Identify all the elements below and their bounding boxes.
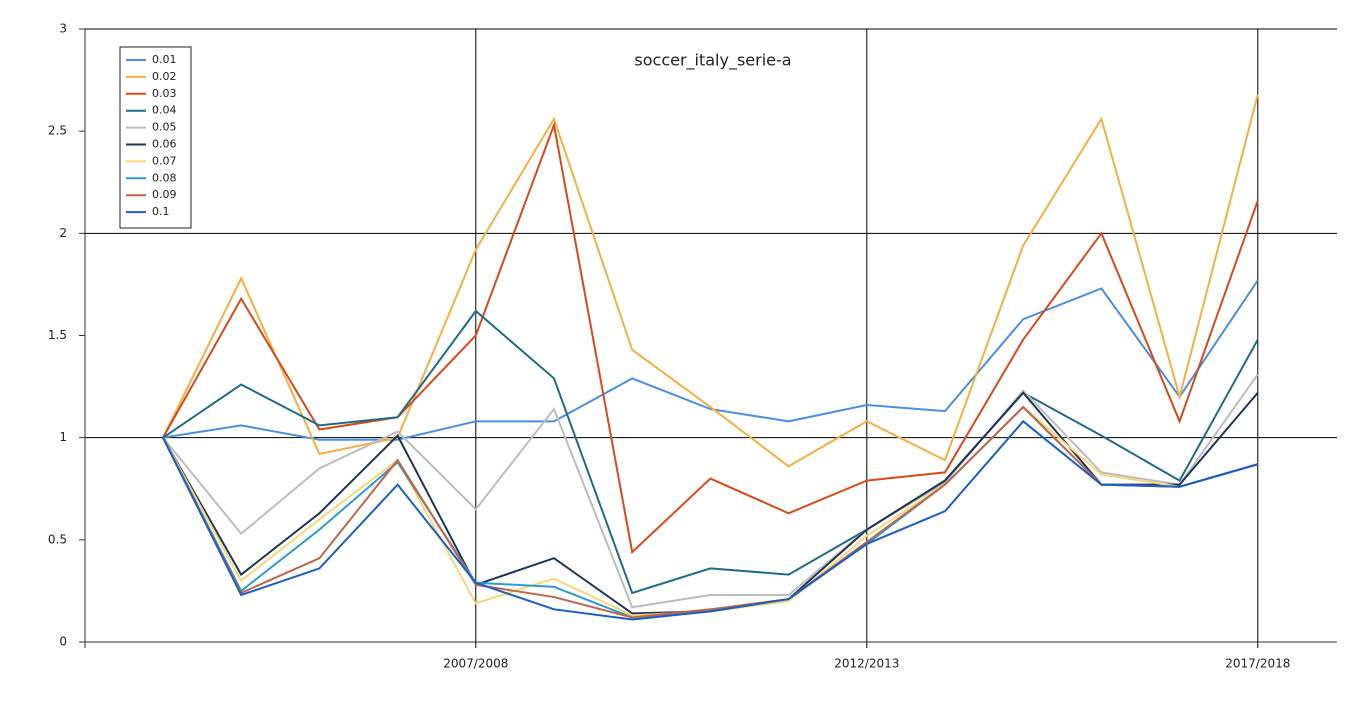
grid (85, 28, 1337, 648)
x-tick-label: 2012/2013 (834, 657, 899, 671)
legend-label: 0.1 (152, 205, 170, 218)
legend-box (119, 46, 192, 229)
legend-label: 0.04 (152, 104, 177, 117)
legend-label: 0.08 (152, 171, 177, 184)
legend-label: 0.06 (152, 138, 177, 151)
series-line (162, 391, 1259, 615)
series-line (162, 373, 1259, 609)
series-line (162, 94, 1259, 468)
y-tick-label: 2 (59, 226, 67, 240)
legend-label: 0.03 (152, 87, 177, 100)
y-tick-label: 2.5 (48, 124, 67, 138)
legend-label: 0.02 (152, 70, 177, 83)
x-tick-label: 2007/2008 (443, 657, 508, 671)
series-line (162, 419, 1259, 621)
legend-label: 0.05 (152, 121, 177, 134)
series-line (162, 309, 1259, 595)
legend-label: 0.07 (152, 154, 177, 167)
x-tick-label: 2017/2018 (1225, 657, 1290, 671)
legend-label: 0.09 (152, 188, 177, 201)
series-line (162, 405, 1259, 617)
y-tick-label: 0.5 (48, 532, 67, 546)
series-line (162, 121, 1259, 555)
chart-title: soccer_italy_serie-a (634, 51, 791, 71)
series-line (162, 405, 1259, 619)
y-tick-label: 0 (59, 635, 67, 649)
series-line (162, 279, 1259, 441)
y-tick-label: 1 (59, 430, 67, 444)
y-tick-label: 1.5 (48, 328, 67, 342)
y-tick-label: 3 (59, 22, 67, 36)
legend-label: 0.01 (152, 53, 177, 66)
